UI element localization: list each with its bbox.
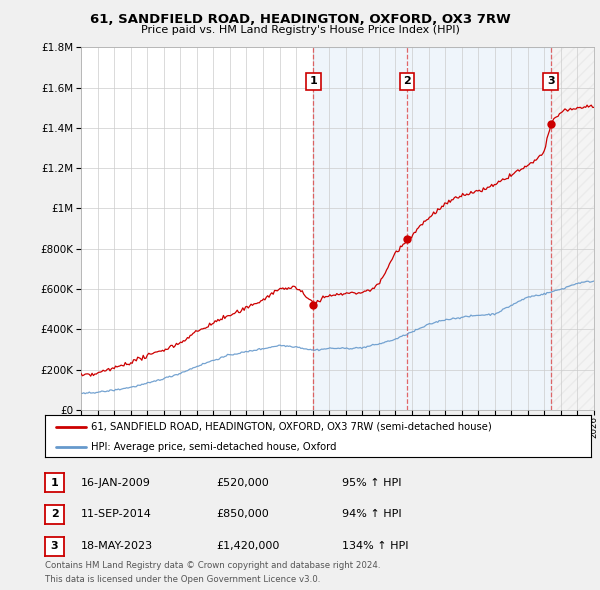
Text: 18-MAY-2023: 18-MAY-2023	[81, 542, 153, 551]
Text: 3: 3	[51, 542, 58, 551]
Text: 134% ↑ HPI: 134% ↑ HPI	[342, 542, 409, 551]
Text: 16-JAN-2009: 16-JAN-2009	[81, 478, 151, 487]
Text: Price paid vs. HM Land Registry's House Price Index (HPI): Price paid vs. HM Land Registry's House …	[140, 25, 460, 35]
Text: £1,420,000: £1,420,000	[216, 542, 280, 551]
Text: 1: 1	[51, 478, 58, 487]
Bar	[313, 47, 551, 410]
Text: £850,000: £850,000	[216, 510, 269, 519]
Text: 2: 2	[403, 77, 411, 87]
Text: 61, SANDFIELD ROAD, HEADINGTON, OXFORD, OX3 7RW: 61, SANDFIELD ROAD, HEADINGTON, OXFORD, …	[89, 13, 511, 26]
Text: 61, SANDFIELD ROAD, HEADINGTON, OXFORD, OX3 7RW (semi-detached house): 61, SANDFIELD ROAD, HEADINGTON, OXFORD, …	[91, 422, 492, 432]
Text: HPI: Average price, semi-detached house, Oxford: HPI: Average price, semi-detached house,…	[91, 442, 337, 451]
Text: This data is licensed under the Open Government Licence v3.0.: This data is licensed under the Open Gov…	[45, 575, 320, 584]
Text: 2: 2	[51, 510, 58, 519]
Text: £520,000: £520,000	[216, 478, 269, 487]
Text: 95% ↑ HPI: 95% ↑ HPI	[342, 478, 401, 487]
Text: 1: 1	[310, 77, 317, 87]
Text: 3: 3	[547, 77, 554, 87]
Bar	[551, 47, 594, 410]
Text: 94% ↑ HPI: 94% ↑ HPI	[342, 510, 401, 519]
Text: Contains HM Land Registry data © Crown copyright and database right 2024.: Contains HM Land Registry data © Crown c…	[45, 561, 380, 570]
Text: 11-SEP-2014: 11-SEP-2014	[81, 510, 152, 519]
